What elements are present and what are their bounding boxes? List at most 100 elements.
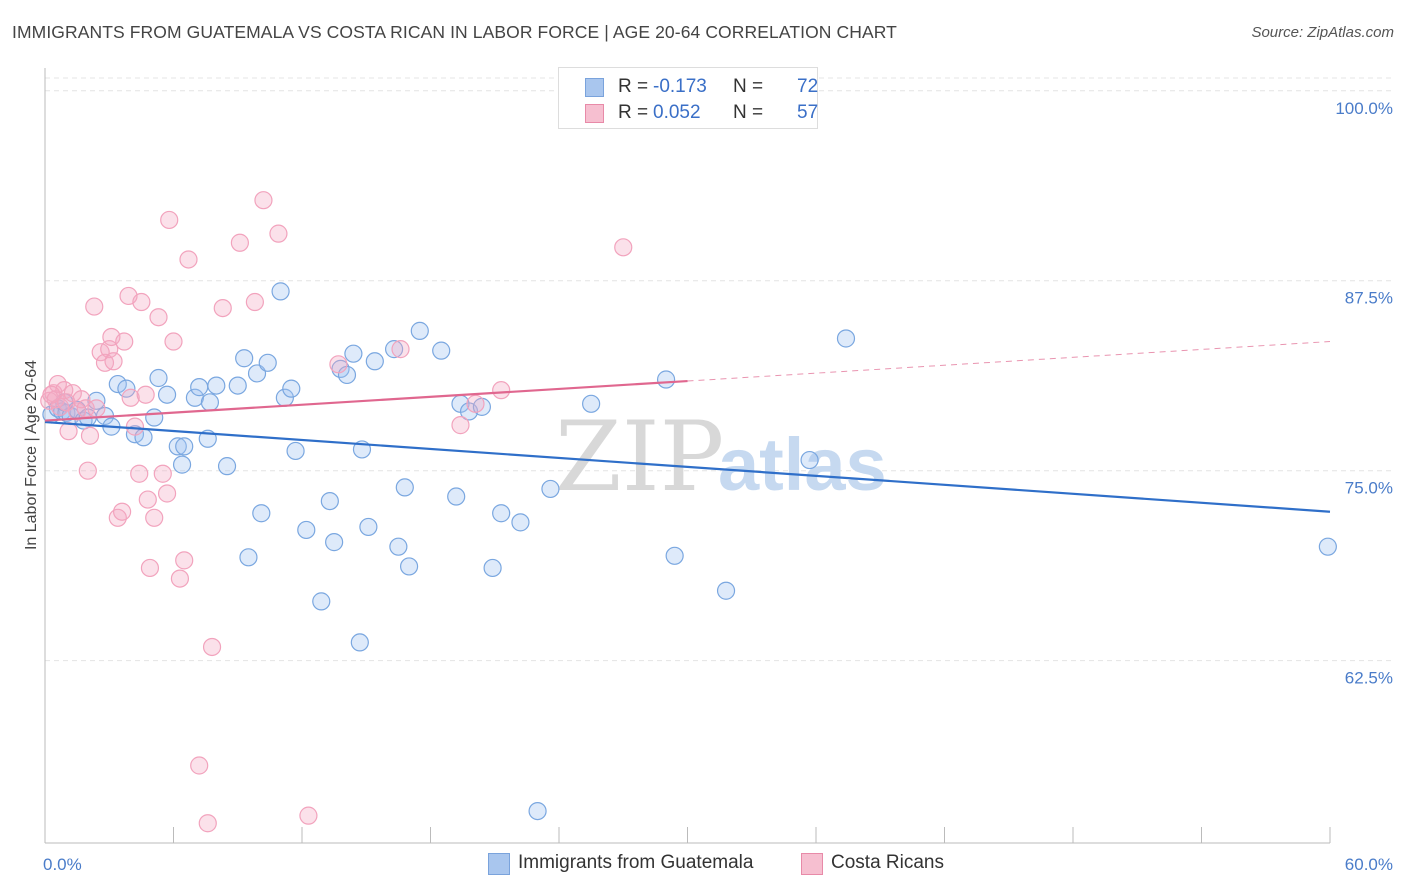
legend-swatch-costa-rican (585, 104, 604, 123)
point-costa-rican (157, 484, 177, 503)
point-costa-rican (130, 464, 149, 483)
grid-lines (45, 77, 1392, 662)
y-tick-label: 100.0% (1335, 99, 1393, 118)
point-guatemala (1318, 537, 1337, 556)
point-guatemala (395, 478, 414, 497)
bottom-legend-label: Immigrants from Guatemala (518, 852, 754, 873)
point-costa-rican (78, 461, 97, 480)
point-guatemala (344, 344, 363, 363)
point-guatemala (312, 592, 331, 611)
point-costa-rican (132, 292, 151, 312)
point-guatemala (800, 450, 819, 470)
point-guatemala (483, 558, 502, 578)
point-guatemala (228, 376, 247, 395)
point-costa-rican (72, 390, 91, 409)
bottom-legend-swatch-costa-rican (801, 853, 823, 875)
point-costa-rican (614, 238, 633, 257)
trend-line-extension (687, 341, 1331, 382)
point-costa-rican (160, 210, 179, 230)
point-costa-rican (112, 502, 132, 521)
point-costa-rican (42, 385, 61, 404)
point-guatemala (168, 437, 187, 456)
trend-line-guatemala (44, 420, 1331, 513)
source-label: Source: ZipAtlas.com (1251, 24, 1394, 41)
point-costa-rican (179, 250, 198, 269)
point-costa-rican (245, 292, 264, 312)
point-costa-rican (80, 426, 100, 445)
point-costa-rican (170, 569, 190, 588)
point-guatemala (389, 537, 408, 556)
point-guatemala (149, 368, 168, 388)
point-guatemala (582, 394, 601, 413)
x-tick-label: 60.0% (1345, 855, 1393, 874)
point-guatemala (528, 801, 547, 821)
point-costa-rican (138, 490, 157, 509)
trend-lines (44, 341, 1331, 513)
point-guatemala (117, 379, 136, 398)
point-guatemala (432, 341, 451, 360)
point-costa-rican (104, 352, 123, 371)
point-guatemala (200, 393, 220, 412)
point-costa-rican (269, 224, 288, 243)
y-axis-label: In Labor Force | Age 20-64 (23, 360, 40, 550)
point-guatemala (384, 340, 404, 359)
point-guatemala (665, 546, 684, 565)
point-guatemala (258, 353, 277, 372)
point-guatemala (492, 504, 511, 523)
point-costa-rican (136, 385, 155, 404)
point-costa-rican (153, 464, 172, 483)
point-guatemala (175, 437, 194, 456)
point-guatemala (157, 385, 177, 404)
point-costa-rican (329, 355, 348, 374)
legend-n-value: 57 (797, 102, 819, 123)
point-costa-rican (213, 298, 232, 318)
point-costa-rican (198, 814, 217, 833)
point-costa-rican (299, 806, 318, 825)
point-guatemala (447, 487, 466, 506)
point-guatemala (239, 548, 258, 567)
correlation-legend: R = -0.173 N = 72 R = 0.052 N = 57 (558, 67, 818, 129)
point-guatemala (511, 513, 530, 532)
point-costa-rican (254, 191, 273, 210)
point-costa-rican (164, 332, 183, 351)
point-costa-rican (391, 340, 410, 359)
bottom-legend-label: Costa Ricans (831, 852, 944, 873)
legend-r-label: R = (618, 76, 649, 97)
point-costa-rican (202, 637, 222, 657)
legend-swatch-guatemala (585, 78, 604, 97)
point-costa-rican (85, 297, 104, 316)
legend-n-label: N = (733, 76, 764, 97)
point-guatemala (325, 533, 344, 552)
y-tick-label: 75.0% (1345, 479, 1393, 498)
y-tick-label: 87.5% (1345, 289, 1393, 308)
point-costa-rican (121, 388, 140, 407)
point-costa-rican (115, 332, 134, 351)
x-tick-label: 0.0% (43, 855, 82, 874)
bottom-legend-swatch-guatemala (488, 853, 510, 875)
y-tick-label: 62.5% (1345, 669, 1393, 688)
trend-line-costa-rican (44, 379, 688, 422)
point-guatemala (410, 321, 429, 340)
point-guatemala (207, 376, 226, 395)
axes (44, 68, 1331, 844)
point-guatemala (320, 491, 339, 511)
point-guatemala (350, 633, 369, 652)
legend-n-label: N = (733, 102, 764, 123)
point-guatemala (656, 370, 676, 389)
point-costa-rican (492, 381, 511, 400)
point-costa-rican (466, 394, 485, 413)
point-guatemala (836, 329, 856, 348)
point-guatemala (190, 378, 209, 397)
point-guatemala (145, 408, 164, 427)
legend-r-value: -0.173 (653, 76, 707, 97)
point-guatemala (365, 352, 384, 371)
point-guatemala (252, 504, 271, 523)
point-guatemala (297, 520, 316, 540)
point-costa-rican (190, 756, 209, 775)
point-costa-rican (87, 399, 106, 418)
point-costa-rican (175, 551, 194, 570)
point-guatemala (286, 441, 305, 461)
point-costa-rican (149, 308, 168, 327)
watermark-zip: ZIP (555, 401, 724, 513)
